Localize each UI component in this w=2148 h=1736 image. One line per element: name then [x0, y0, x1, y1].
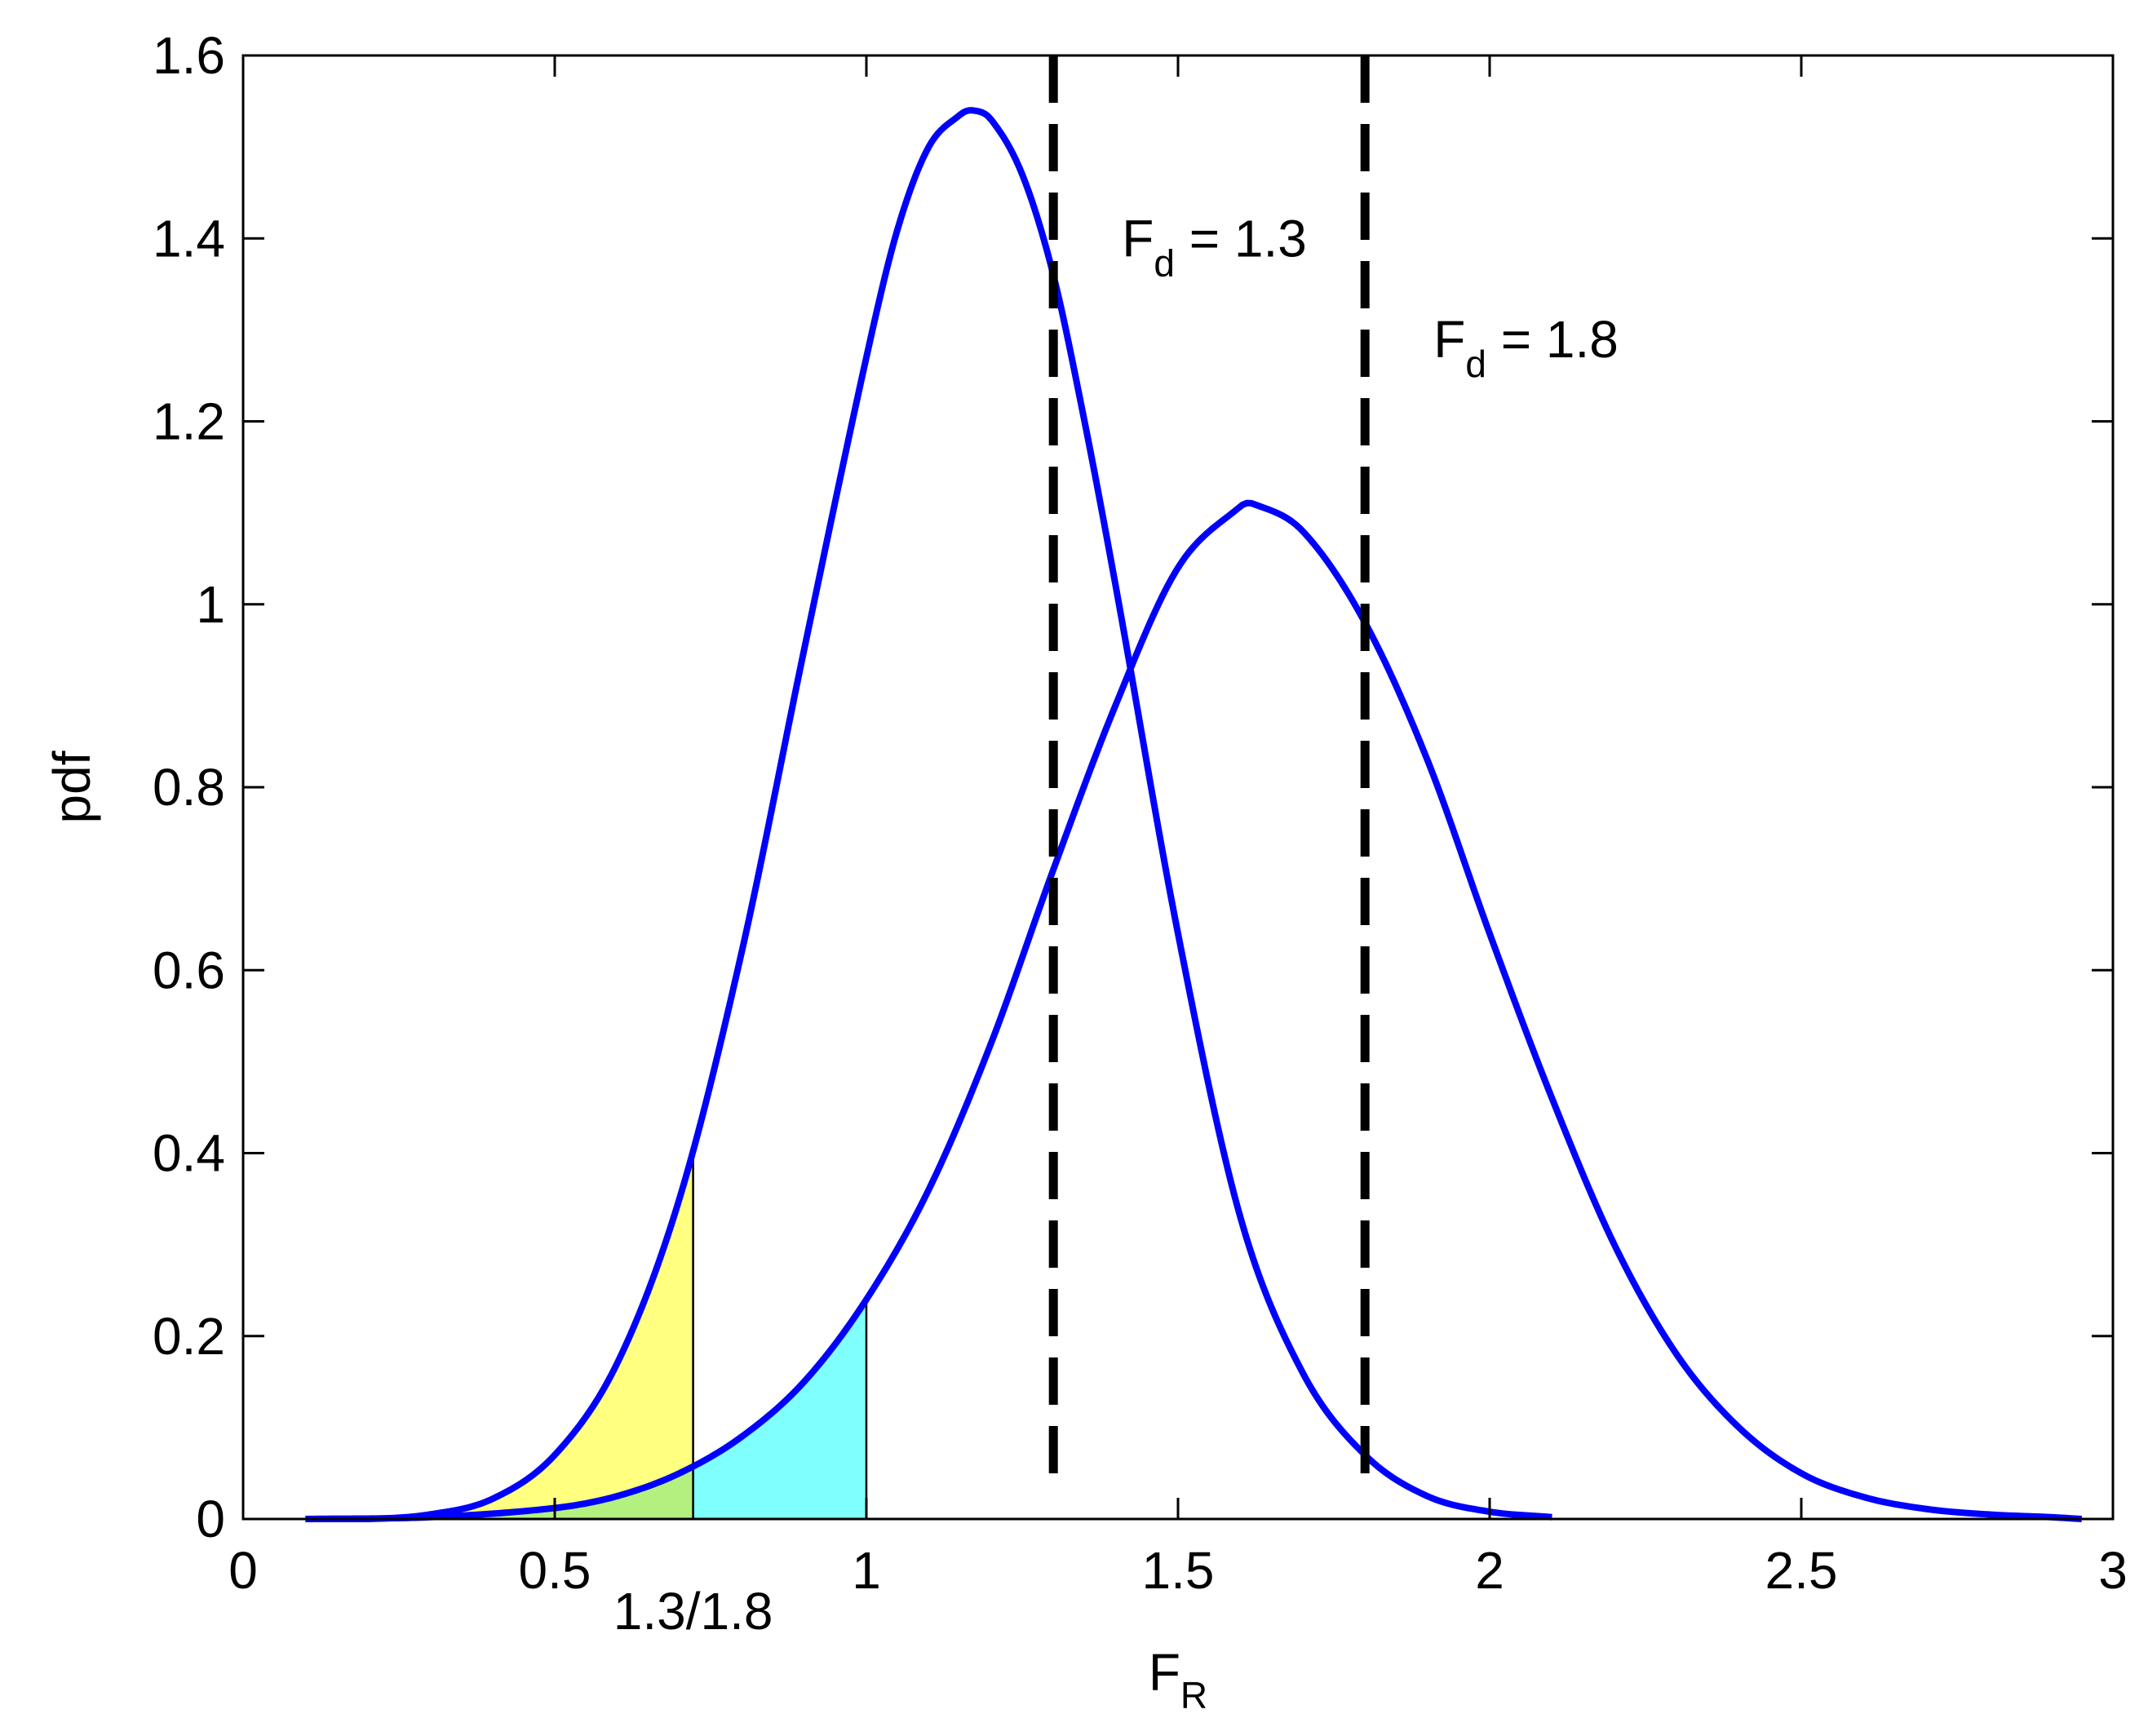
- y-tick-label-1: 0.2: [153, 1307, 225, 1366]
- y-tick-label-8: 1.6: [153, 26, 225, 85]
- y-tick-label-4: 0.8: [153, 758, 225, 817]
- x-axis-label: FR: [1149, 1643, 1207, 1716]
- design-label-1: Fd = 1.3: [1122, 210, 1307, 285]
- shaded-region-2: [305, 1299, 866, 1519]
- x-tick-label-2: 1: [852, 1541, 881, 1600]
- shaded-overlap: [305, 1466, 693, 1519]
- y-axis-label: pdf: [42, 751, 101, 823]
- y-tick-label-0: 0: [196, 1490, 225, 1548]
- design-label-1-value: = 1.3: [1175, 210, 1307, 268]
- x-axis-label-main: F: [1149, 1643, 1180, 1702]
- x-tick-label-4: 2: [1475, 1541, 1504, 1600]
- tick-labels: 0 0.5 1 1.5 2 2.5 3 0 0.2 0.4 0.6 0.8 1 1.2 1.4 1.6 1.3/…: [153, 26, 2128, 1641]
- annotation-1: 1.3/1.8: [613, 1582, 773, 1641]
- x-tick-label-6: 3: [2098, 1541, 2128, 1600]
- y-tick-label-3: 0.6: [153, 941, 225, 999]
- design-label-1-sub: d: [1154, 242, 1175, 285]
- x-axis-label-sub: R: [1180, 1674, 1207, 1716]
- design-label-2-value: = 1.8: [1486, 310, 1619, 369]
- x-tick-label-1: 0.5: [519, 1541, 591, 1600]
- y-tick-label-5: 1: [196, 575, 225, 634]
- axes: [241, 54, 2115, 1521]
- y-tick-label-7: 1.4: [153, 209, 225, 268]
- y-tick-label-2: 0.4: [153, 1124, 225, 1183]
- shaded-region-1: [305, 1150, 693, 1519]
- design-label-2-main: F: [1433, 310, 1465, 369]
- series-group: [305, 107, 2083, 1522]
- shaded-regions: [305, 1150, 868, 1519]
- series-line-2: [305, 499, 2083, 1522]
- design-label-2: Fd = 1.8: [1433, 310, 1619, 385]
- x-tick-label-5: 2.5: [1765, 1541, 1838, 1600]
- x-tick-label-3: 1.5: [1142, 1541, 1215, 1600]
- design-label-2-sub: d: [1465, 343, 1486, 385]
- y-tick-label-6: 1.2: [153, 392, 225, 451]
- design-lines: Fd = 1.3Fd = 1.8: [1048, 55, 1619, 1487]
- x-tick-label-0: 0: [228, 1541, 258, 1600]
- series-line-1: [305, 107, 1552, 1522]
- design-label-1-main: F: [1122, 210, 1154, 268]
